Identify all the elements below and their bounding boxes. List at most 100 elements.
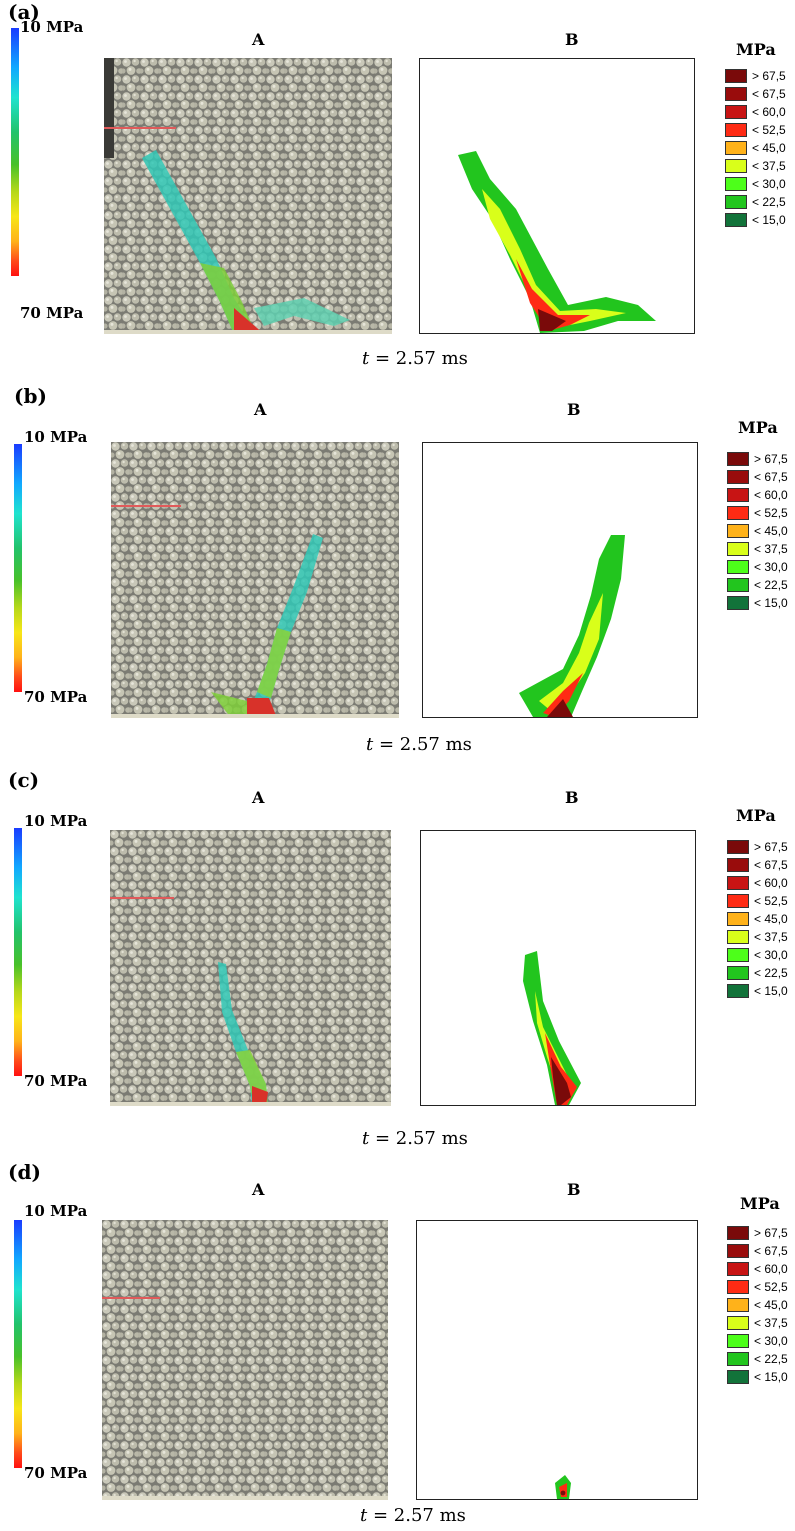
legend-label: < 22,5 [754, 1352, 788, 1366]
legend-item: < 60,0 [727, 1260, 795, 1278]
legend-swatch [725, 69, 747, 83]
panel-label: (b) [14, 384, 47, 408]
particle-image-a [102, 1220, 388, 1500]
legend-label: < 67,5 [754, 1244, 788, 1258]
colorbar-bottom-label: 70 MPa [24, 1464, 88, 1482]
legend-label: > 67,5 [754, 840, 788, 854]
legend-swatch [727, 596, 749, 610]
panel-label: (d) [8, 1160, 41, 1184]
legend-swatch [727, 876, 749, 890]
legend-item: < 37,5 [727, 540, 795, 558]
legend-label: < 45,0 [754, 1298, 788, 1312]
legend-label: < 67,5 [752, 87, 786, 101]
legend-swatch [727, 1244, 749, 1258]
legend-swatch [727, 858, 749, 872]
legend-label: > 67,5 [754, 452, 788, 466]
legend-unit: MPa [738, 418, 778, 437]
legend-swatch [727, 470, 749, 484]
legend-item: < 30,0 [727, 558, 795, 576]
time-variable: t [366, 734, 374, 755]
legend-item: < 45,0 [727, 522, 795, 540]
legend-item: < 67,5 [727, 856, 795, 874]
legend-swatch [727, 560, 749, 574]
legend-swatch [727, 1352, 749, 1366]
time-value: = 2.57 ms [374, 1128, 468, 1149]
legend-item: < 60,0 [725, 103, 795, 121]
legend-label: < 37,5 [752, 159, 786, 173]
legend-swatch [725, 87, 747, 101]
legend-label: < 60,0 [754, 1262, 788, 1276]
legend-item: < 67,5 [727, 468, 795, 486]
legend-label: < 45,0 [752, 141, 786, 155]
subplot-title-a: A [254, 400, 267, 419]
time-caption: t = 2.57 ms [362, 348, 468, 369]
legend-label: < 67,5 [754, 470, 788, 484]
legend-swatch [727, 1334, 749, 1348]
colorbar [14, 1220, 22, 1468]
legend-label: < 30,0 [754, 560, 788, 574]
legend-label: < 60,0 [754, 876, 788, 890]
legend-swatch [727, 966, 749, 980]
particle-image-a [110, 830, 391, 1106]
legend-swatch [725, 141, 747, 155]
legend-swatch [727, 1226, 749, 1240]
legend-item: < 15,0 [725, 211, 795, 229]
colorbar [14, 828, 22, 1076]
time-caption: t = 2.57 ms [360, 1505, 466, 1526]
subplot-title-b: B [567, 1180, 581, 1199]
legend-item: < 52,5 [727, 504, 795, 522]
legend-item: < 22,5 [725, 193, 795, 211]
legend-item: < 37,5 [727, 928, 795, 946]
legend-item: < 67,5 [727, 1242, 795, 1260]
legend-label: < 15,0 [754, 1370, 788, 1384]
colorbar-top-label: 10 MPa [24, 428, 88, 446]
legend-label: < 60,0 [752, 105, 786, 119]
legend-label: < 52,5 [752, 123, 786, 137]
legend-swatch [727, 578, 749, 592]
legend-item: < 45,0 [727, 910, 795, 928]
time-value: = 2.57 ms [372, 1505, 466, 1526]
time-variable: t [360, 1505, 368, 1526]
legend-item: < 52,5 [725, 121, 795, 139]
legend-label: < 22,5 [754, 966, 788, 980]
colorbar-bottom-label: 70 MPa [24, 688, 88, 706]
legend-swatch [727, 524, 749, 538]
legend-label: < 52,5 [754, 1280, 788, 1294]
legend-label: < 22,5 [752, 195, 786, 209]
legend-swatch [725, 123, 747, 137]
legend-label: < 52,5 [754, 894, 788, 908]
time-value: = 2.57 ms [378, 734, 472, 755]
legend-item: > 67,5 [725, 67, 795, 85]
subplot-title-b: B [565, 788, 579, 807]
legend-item: < 60,0 [727, 874, 795, 892]
legend-unit: MPa [740, 1194, 780, 1213]
legend-item: < 45,0 [725, 139, 795, 157]
legend-swatch [727, 840, 749, 854]
legend-item: < 30,0 [725, 175, 795, 193]
legend-label: < 37,5 [754, 930, 788, 944]
time-variable: t [362, 348, 370, 369]
subplot-title-b: B [565, 30, 579, 49]
colorbar [14, 444, 22, 692]
legend-swatch [727, 452, 749, 466]
colorbar [11, 28, 19, 276]
legend-unit: MPa [736, 40, 776, 59]
legend-swatch [727, 984, 749, 998]
legend-label: > 67,5 [754, 1226, 788, 1240]
time-variable: t [362, 1128, 370, 1149]
legend-item: < 22,5 [727, 576, 795, 594]
legend-label: < 37,5 [754, 542, 788, 556]
panel-a: (a) 10 MPa 70 MPa A B MPa > 67,5 < 67,5 … [0, 0, 795, 380]
legend-item: < 30,0 [727, 1332, 795, 1350]
legend-swatch [727, 1370, 749, 1384]
panel-label: (c) [8, 768, 40, 792]
stress-map-b [422, 442, 698, 718]
panel-label: (a) [8, 0, 40, 24]
panel-b: (b) 10 MPa 70 MPa A B MPa > 67,5 < 67,5 … [0, 384, 795, 764]
time-caption: t = 2.57 ms [362, 1128, 468, 1149]
legend-item: < 22,5 [727, 1350, 795, 1368]
legend-item: < 15,0 [727, 594, 795, 612]
legend-item: < 15,0 [727, 982, 795, 1000]
legend-label: < 22,5 [754, 578, 788, 592]
legend-label: < 15,0 [754, 984, 788, 998]
